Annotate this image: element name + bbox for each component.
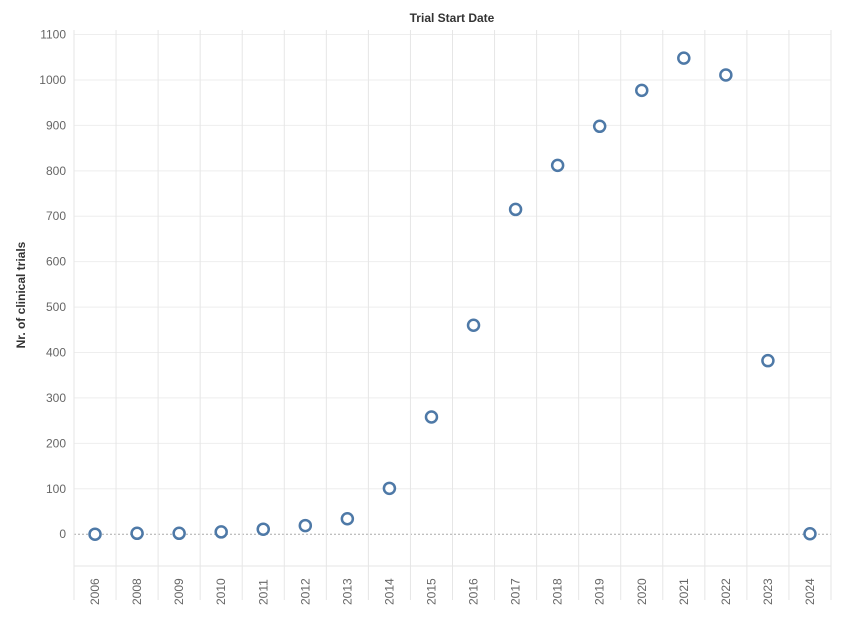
x-axis-ticks: 2006 2008 2009 2010 2011 2012 2013 2014 2015 2016… — [88, 578, 817, 605]
y-tick-label: 300 — [46, 391, 66, 405]
data-point — [88, 527, 102, 541]
y-tick-label: 400 — [46, 346, 66, 360]
x-tick-label: 2021 — [677, 578, 691, 605]
data-point — [803, 526, 817, 541]
x-tick-label: 2018 — [551, 578, 565, 605]
data-point — [592, 119, 607, 134]
data-point — [635, 83, 649, 98]
data-point — [172, 526, 186, 541]
y-tick-label: 900 — [46, 118, 66, 132]
x-tick-label: 2023 — [761, 578, 775, 605]
data-point — [761, 353, 775, 368]
y-tick-label: 500 — [46, 300, 66, 314]
x-tick-label: 2014 — [382, 578, 396, 605]
x-tick-label: 2013 — [340, 578, 354, 605]
data-point — [677, 51, 691, 65]
y-tick-label: 600 — [46, 255, 66, 269]
y-tick-label: 700 — [46, 209, 66, 223]
data-point — [256, 522, 270, 536]
x-tick-label: 2011 — [256, 579, 270, 605]
y-tick-label: 200 — [46, 436, 66, 450]
x-tick-label: 2015 — [424, 578, 438, 605]
x-tick-label: 2022 — [719, 578, 733, 605]
x-tick-label: 2012 — [298, 578, 312, 605]
data-point — [550, 158, 565, 173]
data-point — [130, 526, 144, 541]
x-tick-label: 2009 — [172, 578, 186, 605]
x-tick-label: 2010 — [214, 578, 228, 605]
y-tick-label: 1100 — [40, 28, 66, 42]
y-axis-ticks: 0 100 200 300 400 500 600 700 800 900 1000 1100 — [39, 28, 66, 542]
data-point — [382, 481, 397, 496]
data-point — [719, 68, 733, 82]
gridlines — [73, 30, 832, 600]
y-tick-label: 1000 — [39, 73, 66, 87]
x-tick-label: 2006 — [88, 578, 102, 605]
chart-title: Trial Start Date — [410, 11, 495, 25]
data-point — [298, 518, 313, 533]
x-tick-label: 2017 — [509, 578, 523, 605]
data-point — [424, 410, 439, 424]
x-tick-label: 2024 — [803, 578, 817, 605]
x-tick-label: 2008 — [130, 578, 144, 605]
y-tick-label: 100 — [46, 482, 66, 496]
x-tick-label: 2020 — [635, 578, 649, 605]
x-tick-label: 2016 — [467, 578, 481, 605]
data-point — [340, 512, 355, 526]
data-point — [466, 318, 481, 333]
x-tick-label: 2019 — [593, 578, 607, 605]
y-tick-label: 0 — [59, 527, 66, 541]
data-point — [214, 525, 228, 539]
data-points — [88, 51, 817, 541]
y-tick-label: 800 — [46, 164, 66, 178]
data-point — [508, 202, 523, 217]
y-axis-label: Nr. of clinical trials — [14, 241, 28, 348]
